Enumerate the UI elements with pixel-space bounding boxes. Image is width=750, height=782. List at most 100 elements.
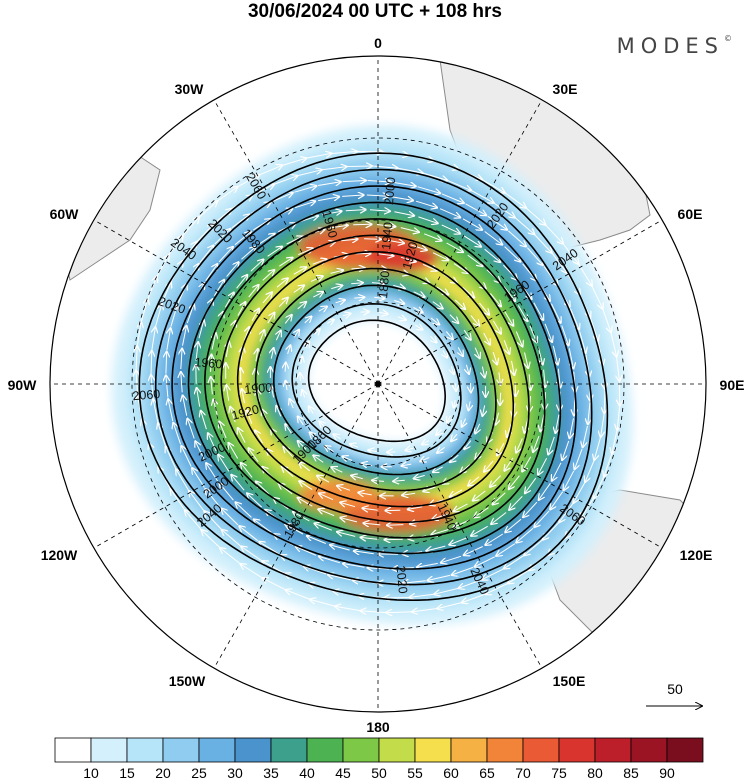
wind-vector [205, 264, 218, 281]
wind-vector [297, 302, 306, 310]
wind-vector [224, 293, 234, 308]
wind-vector [330, 270, 344, 273]
wind-vector [393, 285, 405, 288]
wind-vector [594, 437, 601, 460]
lon-label-30e: 30E [553, 81, 578, 97]
height-contour [254, 267, 497, 492]
wind-vector [294, 330, 299, 338]
wind-vector [601, 307, 611, 332]
colorbar-swatch [126, 737, 164, 763]
lon-label-60w: 60W [50, 206, 80, 222]
wind-vector [247, 493, 263, 508]
meridian-line [377, 383, 543, 669]
wind-vector [569, 308, 579, 330]
wind-vector [538, 457, 548, 475]
wind-vector [447, 180, 471, 191]
wind-vector [293, 285, 304, 293]
wind-vector [306, 342, 310, 349]
wind-vector [181, 372, 182, 393]
wind-vector [152, 327, 156, 351]
wind-vector [505, 518, 522, 532]
wind-vector [276, 278, 288, 288]
wind-vector [552, 345, 558, 365]
wind-vector [551, 252, 567, 273]
wind-vector [446, 242, 463, 252]
wind-vector [331, 467, 343, 472]
wind-vector [347, 166, 372, 167]
wind-vector [317, 476, 330, 483]
wind-vector [245, 327, 250, 341]
graticule [50, 56, 706, 712]
wind-vector [475, 347, 480, 359]
wind-vector [262, 561, 285, 574]
reference-vector-label: 50 [667, 681, 683, 697]
wind-vector [226, 342, 229, 358]
height-contour [138, 152, 609, 601]
wind-vector [397, 167, 423, 173]
wind-vector [447, 416, 451, 423]
wind-vector [298, 417, 304, 426]
wind-vector [250, 260, 264, 272]
colorbar-tick-label: 90 [659, 765, 675, 781]
wind-vector [369, 210, 390, 212]
wind-vector [340, 502, 356, 506]
wind-vector [310, 432, 318, 440]
colorbar-tick-label: 40 [299, 765, 315, 781]
wind-vector [417, 563, 438, 567]
height-contour [154, 168, 593, 586]
wind-vector [167, 328, 171, 350]
wind-vector [524, 206, 545, 225]
lon-label-90w: 90W [8, 377, 38, 393]
wind-vector [337, 532, 356, 537]
wind-vector [354, 551, 374, 554]
wind-vector [453, 263, 468, 274]
wind-vector [284, 447, 293, 458]
wind-vector [475, 556, 495, 567]
wind-vector [229, 443, 239, 459]
wind-vector [413, 308, 423, 313]
wind-vector [158, 423, 167, 447]
colorbar-tick-label: 70 [515, 765, 531, 781]
wind-vector [467, 254, 483, 266]
wind-vector [296, 547, 317, 556]
wind-vector [454, 399, 456, 407]
colorbar-swatch [522, 737, 560, 763]
wind-vector [417, 186, 441, 194]
colorbar-tick-label: 75 [551, 765, 567, 781]
contour-label: 1900 [244, 381, 273, 397]
colorbar-tick-label: 15 [119, 765, 135, 781]
wind-vector [491, 512, 507, 525]
wind-vector [301, 357, 303, 365]
wind-vector [285, 424, 293, 435]
wind-vector [493, 492, 506, 505]
wind-vector [282, 466, 294, 477]
wind-vector [196, 224, 213, 242]
wind-vector [482, 366, 484, 378]
wind-vector [186, 304, 194, 324]
wind-vector [437, 447, 445, 453]
wind-vector [255, 430, 264, 444]
wind-vector [331, 285, 342, 288]
wind-vector [558, 368, 560, 388]
wind-vector [262, 270, 275, 281]
wind-vector [408, 507, 423, 510]
wind-vector [451, 433, 457, 441]
wind-vector [575, 448, 583, 470]
wind-vector [293, 267, 306, 275]
wind-vector [428, 574, 451, 580]
wind-vector [445, 331, 453, 340]
wind-vector [351, 476, 363, 479]
wind-vector [552, 462, 562, 481]
lon-label-120e: 120E [680, 547, 713, 563]
wind-vector [205, 489, 221, 508]
wind-vector [451, 366, 454, 374]
wind-vector [544, 323, 552, 342]
wind-vector [262, 292, 272, 304]
wind-vector [482, 568, 504, 580]
wind-vector [342, 314, 351, 316]
colorbar-swatch [306, 737, 344, 763]
wind-vector [393, 480, 405, 481]
wind-vector [539, 483, 551, 500]
pole-marker [375, 381, 381, 387]
